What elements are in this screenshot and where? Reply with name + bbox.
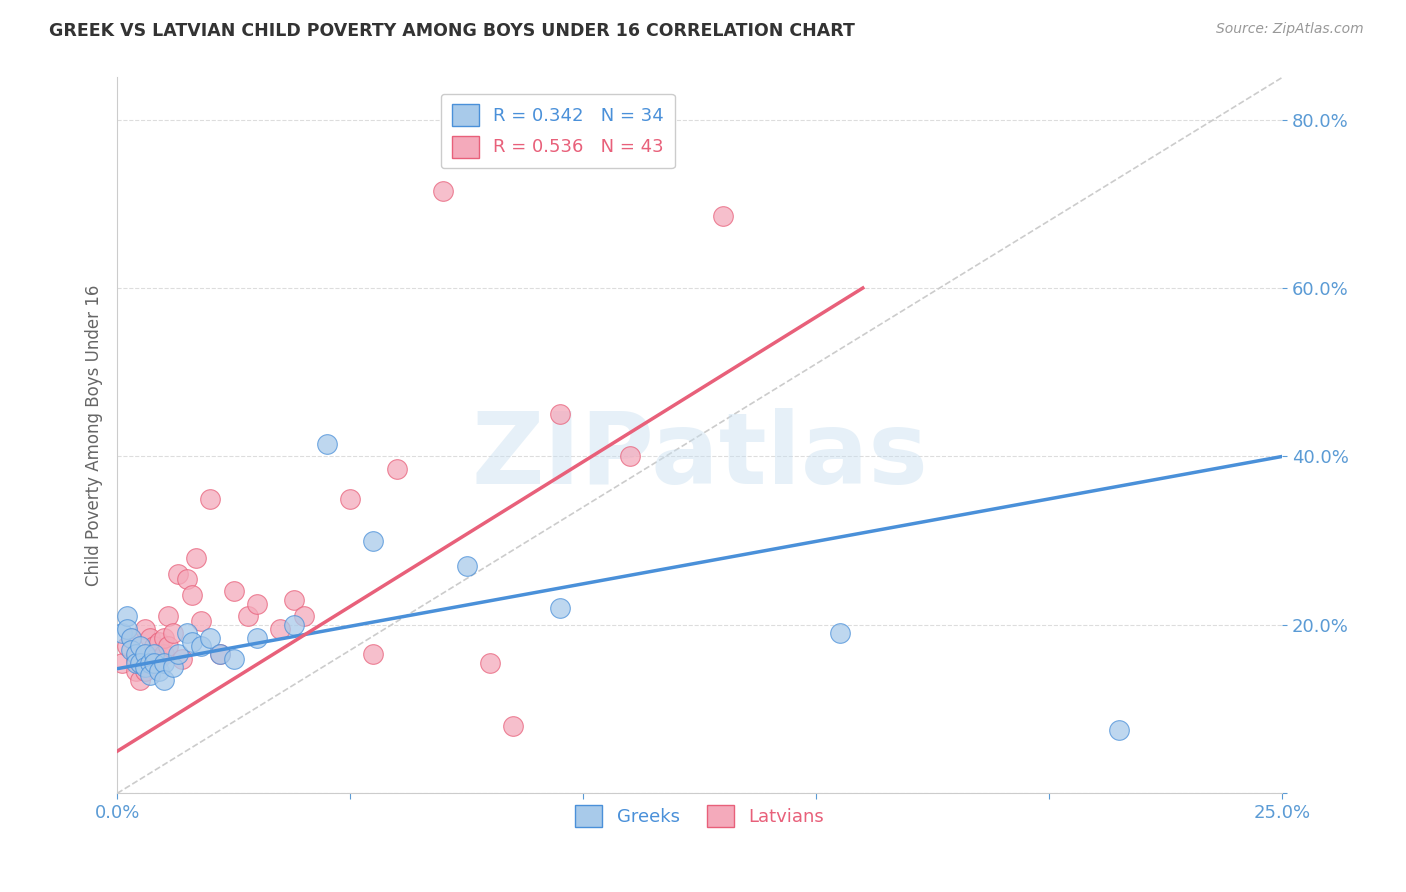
Point xyxy=(143,651,166,665)
Point xyxy=(143,639,166,653)
Point xyxy=(222,584,245,599)
Point xyxy=(148,664,170,678)
Point xyxy=(190,614,212,628)
Point xyxy=(143,656,166,670)
Point xyxy=(315,437,337,451)
Text: ZIPatlas: ZIPatlas xyxy=(471,409,928,506)
Point xyxy=(152,673,174,687)
Text: GREEK VS LATVIAN CHILD POVERTY AMONG BOYS UNDER 16 CORRELATION CHART: GREEK VS LATVIAN CHILD POVERTY AMONG BOY… xyxy=(49,22,855,40)
Point xyxy=(548,408,571,422)
Point xyxy=(143,648,166,662)
Point xyxy=(283,592,305,607)
Point xyxy=(269,622,291,636)
Point xyxy=(176,626,198,640)
Point xyxy=(120,643,142,657)
Point xyxy=(222,651,245,665)
Point xyxy=(479,656,502,670)
Point xyxy=(502,719,524,733)
Y-axis label: Child Poverty Among Boys Under 16: Child Poverty Among Boys Under 16 xyxy=(86,285,103,586)
Point xyxy=(129,639,152,653)
Point xyxy=(157,609,180,624)
Point xyxy=(432,184,454,198)
Point xyxy=(548,601,571,615)
Text: Source: ZipAtlas.com: Source: ZipAtlas.com xyxy=(1216,22,1364,37)
Point xyxy=(139,631,162,645)
Point xyxy=(186,550,208,565)
Point xyxy=(125,656,148,670)
Point xyxy=(129,673,152,687)
Point xyxy=(166,648,188,662)
Point xyxy=(363,648,385,662)
Point xyxy=(200,491,222,506)
Point xyxy=(208,648,231,662)
Point xyxy=(115,609,138,624)
Point xyxy=(134,664,156,678)
Point xyxy=(152,656,174,670)
Point xyxy=(115,639,138,653)
Point xyxy=(152,631,174,645)
Point xyxy=(339,491,361,506)
Point xyxy=(236,609,259,624)
Point xyxy=(125,648,148,662)
Point xyxy=(1108,723,1130,738)
Point xyxy=(129,656,152,670)
Point xyxy=(120,631,142,645)
Point xyxy=(148,634,170,648)
Point xyxy=(166,567,188,582)
Point xyxy=(148,651,170,665)
Point xyxy=(828,626,851,640)
Point xyxy=(139,656,162,670)
Point xyxy=(385,462,408,476)
Point xyxy=(619,450,641,464)
Point xyxy=(200,631,222,645)
Point xyxy=(134,622,156,636)
Point xyxy=(115,622,138,636)
Point xyxy=(172,651,194,665)
Point xyxy=(180,634,202,648)
Point xyxy=(246,597,269,611)
Point xyxy=(139,656,162,670)
Point xyxy=(292,609,315,624)
Point xyxy=(134,660,156,674)
Point xyxy=(157,639,180,653)
Point xyxy=(208,648,231,662)
Point xyxy=(120,631,142,645)
Point xyxy=(190,639,212,653)
Point xyxy=(711,210,734,224)
Point xyxy=(125,651,148,665)
Point xyxy=(246,631,269,645)
Legend: Greeks, Latvians: Greeks, Latvians xyxy=(568,798,831,834)
Point xyxy=(129,656,152,670)
Point xyxy=(134,648,156,662)
Point xyxy=(139,668,162,682)
Point xyxy=(363,533,385,548)
Point xyxy=(456,558,478,573)
Point xyxy=(111,626,134,640)
Point xyxy=(180,589,202,603)
Point xyxy=(162,660,184,674)
Point xyxy=(176,572,198,586)
Point xyxy=(111,656,134,670)
Point xyxy=(125,664,148,678)
Point xyxy=(283,618,305,632)
Point xyxy=(152,648,174,662)
Point xyxy=(162,626,184,640)
